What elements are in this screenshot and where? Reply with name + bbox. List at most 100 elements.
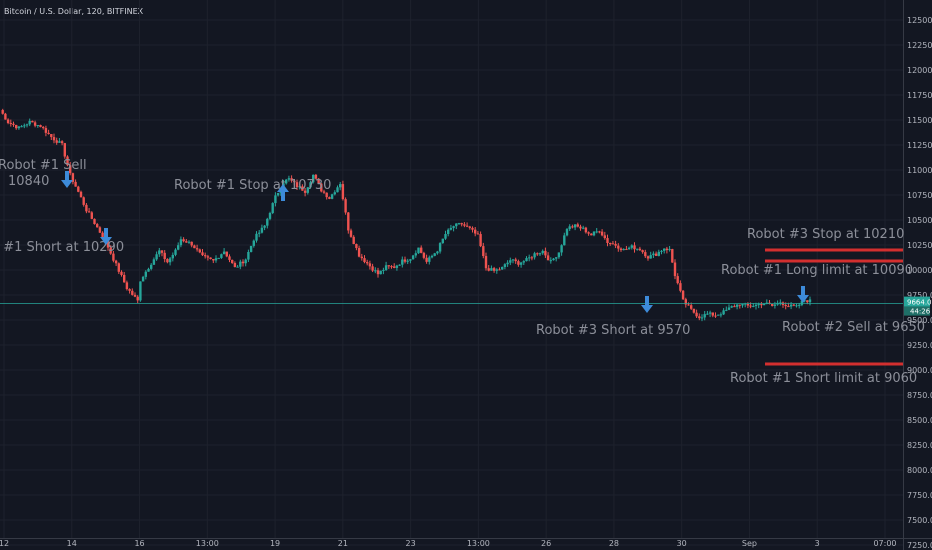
candle-body xyxy=(125,282,129,290)
candle-body xyxy=(241,261,245,264)
candle-body xyxy=(382,269,385,271)
candle-body xyxy=(117,263,120,272)
candle-body xyxy=(522,261,525,263)
candle-body xyxy=(244,259,247,264)
candle-body xyxy=(409,259,412,261)
candle-body xyxy=(141,276,145,282)
candle-body xyxy=(722,310,725,315)
candle-body xyxy=(528,257,531,259)
candle-body xyxy=(455,223,458,227)
candle-body xyxy=(98,227,102,233)
candle-body xyxy=(417,247,420,254)
candle-body xyxy=(538,253,542,255)
candle-body xyxy=(808,299,812,303)
candle-body xyxy=(263,225,266,228)
candle-body xyxy=(663,248,666,251)
candle-body xyxy=(447,229,450,235)
candle-body xyxy=(190,241,193,246)
candle-body xyxy=(679,283,682,291)
candle-body xyxy=(614,243,617,246)
candle-body xyxy=(754,304,758,306)
candle-body xyxy=(784,304,787,307)
candle-body xyxy=(384,265,388,270)
candle-body xyxy=(133,294,137,297)
candle-body xyxy=(592,231,596,236)
candle-body xyxy=(239,261,242,267)
candle-body xyxy=(90,212,93,219)
price-tick-label: 7750.0 xyxy=(907,491,932,500)
candle-body xyxy=(557,252,561,258)
candle-body xyxy=(703,314,706,318)
candle-body xyxy=(28,120,31,125)
candle-body xyxy=(333,192,336,195)
candle-body xyxy=(82,197,85,205)
candle-body xyxy=(630,245,633,248)
candle-body xyxy=(147,268,150,272)
candle-body xyxy=(60,141,64,144)
candle-body xyxy=(733,306,736,308)
candle-body xyxy=(52,137,56,141)
candle-body xyxy=(749,305,752,307)
price-tick-label: 11750.0 xyxy=(907,91,932,100)
candle-body xyxy=(128,289,131,291)
candle-body xyxy=(760,304,763,306)
candle-body xyxy=(471,227,474,230)
annotation-label: Robot #2 Sell at 9650 xyxy=(782,320,925,335)
candle-body xyxy=(66,156,69,166)
candle-body xyxy=(401,259,404,265)
candle-body xyxy=(644,252,647,257)
candle-body xyxy=(123,274,126,283)
candle-body xyxy=(495,269,498,271)
candle-body xyxy=(163,252,166,260)
candle-body xyxy=(695,312,698,317)
candle-body xyxy=(536,253,539,255)
candle-body xyxy=(201,252,204,256)
candle-body xyxy=(195,248,199,250)
candle-body xyxy=(436,251,439,254)
candle-body xyxy=(179,239,183,246)
candle-body xyxy=(293,180,296,183)
candle-body xyxy=(85,204,88,212)
candle-body xyxy=(258,232,261,234)
candle-body xyxy=(295,182,299,188)
candle-body xyxy=(671,249,674,263)
candle-body xyxy=(652,253,655,256)
candle-body xyxy=(576,224,579,227)
annotation-label: Robot #1 Stop at 10730 xyxy=(174,178,331,193)
candle-body xyxy=(33,122,37,126)
candle-body xyxy=(609,242,612,244)
candle-body xyxy=(676,276,679,284)
candle-body xyxy=(23,125,26,127)
candle-body xyxy=(425,257,428,262)
candle-body xyxy=(806,300,809,303)
annotation-label: Robot #1 Short limit at 9060 xyxy=(730,371,917,386)
candle-body xyxy=(544,250,547,256)
candle-body xyxy=(290,178,293,181)
candle-body xyxy=(309,182,312,188)
candle-body xyxy=(657,251,660,256)
candle-body xyxy=(336,187,339,193)
candle-body xyxy=(330,194,334,199)
candle-body xyxy=(379,270,382,275)
candle-body xyxy=(765,302,768,304)
candle-body xyxy=(698,316,701,319)
candle-body xyxy=(42,127,45,129)
candle-body xyxy=(622,249,625,251)
candle-body xyxy=(36,125,39,127)
candle-body xyxy=(625,249,628,251)
candle-body xyxy=(746,303,750,306)
candle-body xyxy=(792,304,795,306)
annotation-label: 10840 xyxy=(8,174,49,189)
candle-body xyxy=(584,227,588,233)
signal-arrow-icon xyxy=(641,296,653,313)
candle-body xyxy=(587,232,590,234)
candle-body xyxy=(271,203,274,213)
candle-body xyxy=(220,254,223,258)
candle-body xyxy=(266,218,269,226)
candle-body xyxy=(15,124,18,129)
candle-body xyxy=(298,186,301,188)
price-tick-label: 7250.0 xyxy=(907,541,932,550)
candle-body xyxy=(660,250,663,252)
